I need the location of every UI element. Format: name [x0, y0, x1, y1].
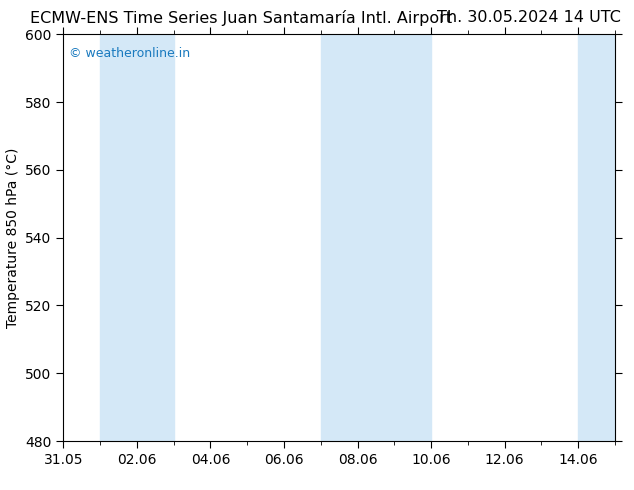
Y-axis label: Temperature 850 hPa (°C): Temperature 850 hPa (°C) [6, 147, 20, 328]
Bar [578, 34, 615, 441]
Text: © weatheronline.in: © weatheronline.in [69, 47, 190, 59]
Bar [100, 34, 174, 441]
Text: Th. 30.05.2024 14 UTC: Th. 30.05.2024 14 UTC [437, 10, 621, 25]
Text: ECMW-ENS Time Series Juan Santamaría Intl. Airport: ECMW-ENS Time Series Juan Santamaría Int… [30, 10, 452, 26]
Bar [321, 34, 431, 441]
